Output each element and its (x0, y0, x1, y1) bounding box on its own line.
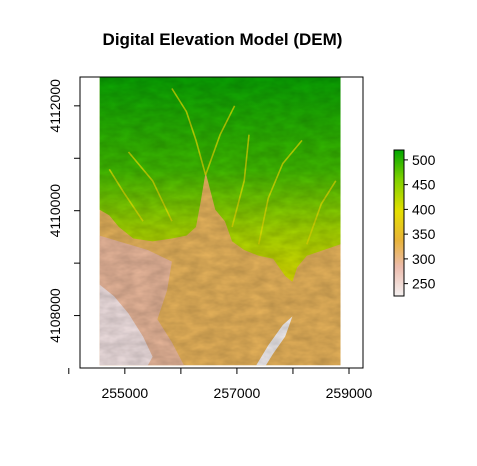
elevation-raster (99, 77, 341, 366)
legend-colorbar (393, 149, 405, 297)
legend-tick-label: 450 (412, 177, 436, 193)
y-axis: 4108000 4110000 4112000 (47, 79, 80, 343)
y-tick-label: 4110000 (47, 184, 63, 238)
raster-texture (99, 77, 341, 366)
elevation-legend: 250 300 350 400 450 500 (393, 149, 436, 297)
y-tick-label: 4112000 (47, 79, 63, 133)
y-tick-label: 4108000 (47, 288, 63, 343)
legend-tick-label: 500 (412, 152, 436, 168)
plot-frame (79, 76, 364, 369)
x-tick-label: 257000 (214, 385, 261, 401)
map-panel: 255000 257000 259000 4108000 4110000 4112000 (47, 76, 373, 401)
x-tick-label: 255000 (101, 385, 148, 401)
legend-tick-label: 350 (412, 226, 436, 242)
map-title: Digital Elevation Model (DEM) (102, 30, 343, 49)
legend-tick-label: 400 (412, 201, 436, 217)
x-axis: 255000 257000 259000 (68, 368, 373, 401)
legend-tick-label: 250 (412, 276, 436, 292)
legend-tick-label: 300 (412, 251, 436, 267)
x-tick-label: 259000 (326, 385, 373, 401)
legend-ticks: 250 300 350 400 450 500 (404, 152, 436, 292)
